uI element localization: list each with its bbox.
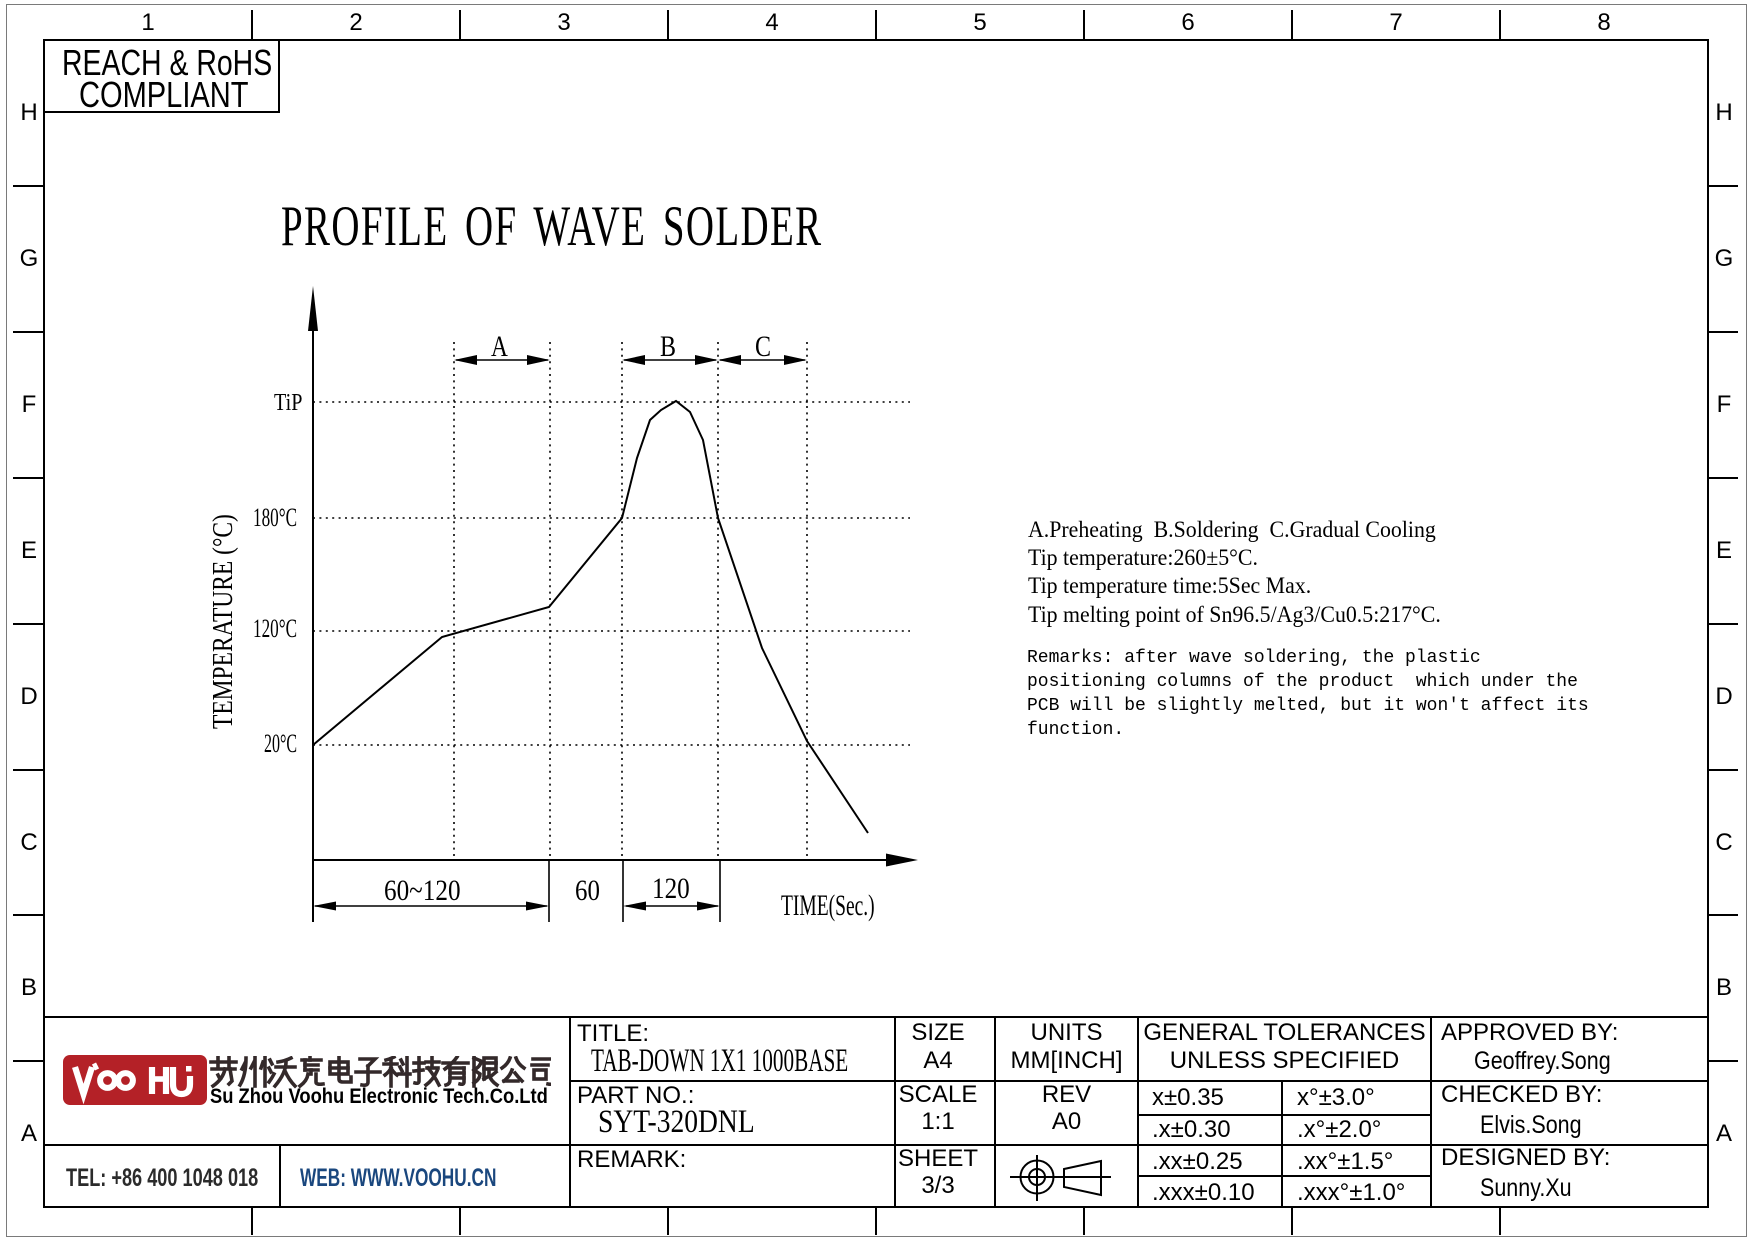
svg-text:180°C: 180°C: [253, 502, 297, 532]
svg-text:A: A: [491, 329, 508, 362]
svg-text:B: B: [660, 329, 676, 362]
svg-text:60: 60: [575, 873, 600, 907]
svg-text:TiP: TiP: [274, 388, 302, 415]
svg-text:TEMPERATURE (°C): TEMPERATURE (°C): [206, 514, 239, 729]
svg-text:60~120: 60~120: [384, 873, 461, 907]
svg-text:120: 120: [652, 871, 690, 905]
svg-text:20°C: 20°C: [264, 729, 297, 758]
svg-text:C: C: [755, 329, 771, 362]
svg-text:120°C: 120°C: [253, 613, 297, 643]
svg-text:TIME(Sec.): TIME(Sec.): [781, 889, 875, 922]
